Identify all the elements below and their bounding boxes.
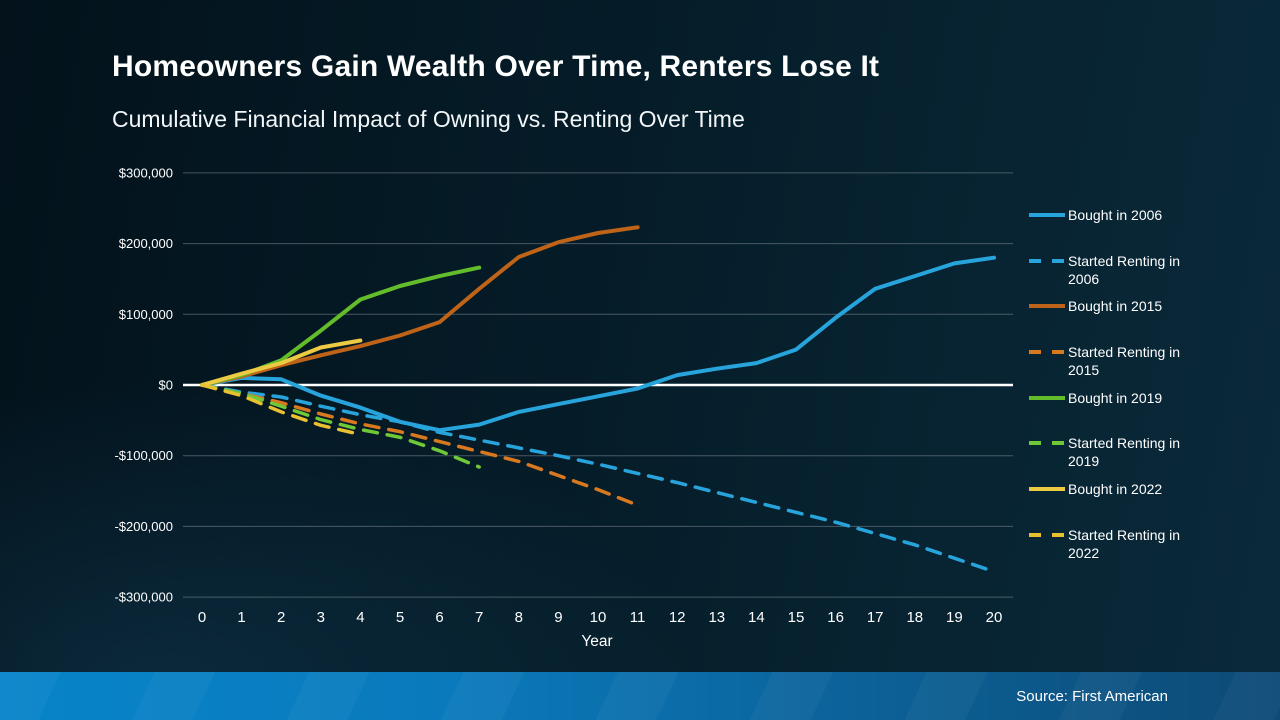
- x-axis-tick-label: 5: [396, 609, 404, 626]
- x-axis-tick-label: 19: [946, 609, 963, 626]
- x-axis-title: Year: [581, 633, 612, 650]
- legend-label: Started Renting in 2015: [1068, 344, 1181, 379]
- legend-item-bought-in-2022: Bought in 2022: [1028, 480, 1203, 526]
- series-line-bought-in-2006: [200, 255, 996, 433]
- footer-bar: Source: First American: [0, 672, 1280, 720]
- legend-item-bought-in-2006: Bought in 2006: [1028, 206, 1203, 252]
- solid-line-swatch-icon: [1029, 213, 1065, 217]
- series-line-bought-in-2019: [200, 265, 482, 387]
- x-axis-tick-label: 15: [788, 609, 805, 626]
- legend-item-started-renting-in-2022: Started Renting in 2022: [1028, 526, 1203, 572]
- series-line-started-renting-in-2019: [200, 383, 481, 469]
- y-axis-tick-label: $100,000: [119, 307, 173, 322]
- x-axis-tick-label: 11: [630, 609, 646, 626]
- legend-item-bought-in-2019: Bought in 2019: [1028, 389, 1203, 435]
- legend-item-started-renting-in-2015: Started Renting in 2015: [1028, 343, 1203, 389]
- page-subtitle: Cumulative Financial Impact of Owning vs…: [112, 106, 745, 132]
- x-axis-tick-label: 20: [986, 609, 1003, 626]
- series-line-started-renting-in-2022: [200, 383, 363, 437]
- page-title: Homeowners Gain Wealth Over Time, Renter…: [112, 50, 880, 83]
- legend-label: Bought in 2006: [1068, 207, 1163, 223]
- x-axis-tick-label: 10: [590, 609, 607, 626]
- series-line-started-renting-in-2006: [200, 383, 996, 574]
- x-axis-tick-label: 9: [554, 609, 562, 626]
- series-line-bought-in-2015: [200, 225, 640, 387]
- x-axis-tick-label: 3: [317, 609, 325, 626]
- x-axis-tick-label: 4: [356, 609, 364, 626]
- x-axis-tick-label: 18: [906, 609, 923, 626]
- dashed-line-swatch-icon: [1029, 258, 1065, 263]
- x-axis-tick-label: 6: [435, 609, 443, 626]
- y-axis-tick-label: $200,000: [119, 236, 173, 251]
- legend-label: Started Renting in 2019: [1068, 435, 1181, 470]
- y-axis-tick-label: $0: [159, 378, 173, 393]
- legend-label: Bought in 2022: [1068, 481, 1163, 498]
- dashed-line-swatch-icon: [1029, 350, 1065, 355]
- series-line-started-renting-in-2015: [200, 383, 640, 507]
- legend-item-bought-in-2015: Bought in 2015: [1028, 297, 1203, 343]
- x-axis-tick-label: 13: [708, 609, 725, 626]
- x-axis-tick-label: 7: [475, 609, 483, 626]
- solid-line-swatch-icon: [1029, 304, 1065, 309]
- legend-label: Bought in 2019: [1068, 389, 1163, 406]
- y-axis-tick-label: -$200,000: [114, 519, 173, 534]
- y-axis-tick-label: -$300,000: [114, 590, 173, 605]
- legend-item-started-renting-in-2019: Started Renting in 2019: [1028, 434, 1203, 480]
- dashed-line-swatch-icon: [1029, 441, 1065, 446]
- x-axis-tick-label: 17: [867, 609, 884, 626]
- dashed-line-swatch-icon: [1029, 532, 1065, 537]
- legend-label: Started Renting in 2006: [1068, 252, 1181, 287]
- legend-item-started-renting-in-2006: Started Renting in 2006: [1028, 252, 1203, 298]
- x-axis-tick-label: 12: [669, 609, 686, 626]
- legend-label: Started Renting in 2022: [1068, 526, 1181, 561]
- solid-line-swatch-icon: [1029, 395, 1065, 400]
- x-axis-tick-label: 1: [237, 609, 245, 626]
- legend-label: Bought in 2015: [1068, 298, 1163, 315]
- solid-line-swatch-icon: [1029, 487, 1065, 492]
- x-axis-tick-label: 0: [198, 609, 206, 626]
- y-axis-tick-label: $300,000: [119, 165, 173, 180]
- x-axis-tick-label: 2: [277, 609, 285, 626]
- x-axis-tick-label: 14: [748, 609, 765, 626]
- chart-legend: Bought in 2006 Started Renting in 2006 Bou…: [1028, 206, 1203, 572]
- y-axis-tick-label: -$100,000: [114, 448, 173, 463]
- x-axis-tick-label: 16: [827, 609, 844, 626]
- series-line-bought-in-2022: [200, 338, 363, 387]
- x-axis-tick-label: 8: [515, 609, 523, 626]
- source-text: Source: First American: [1016, 687, 1168, 705]
